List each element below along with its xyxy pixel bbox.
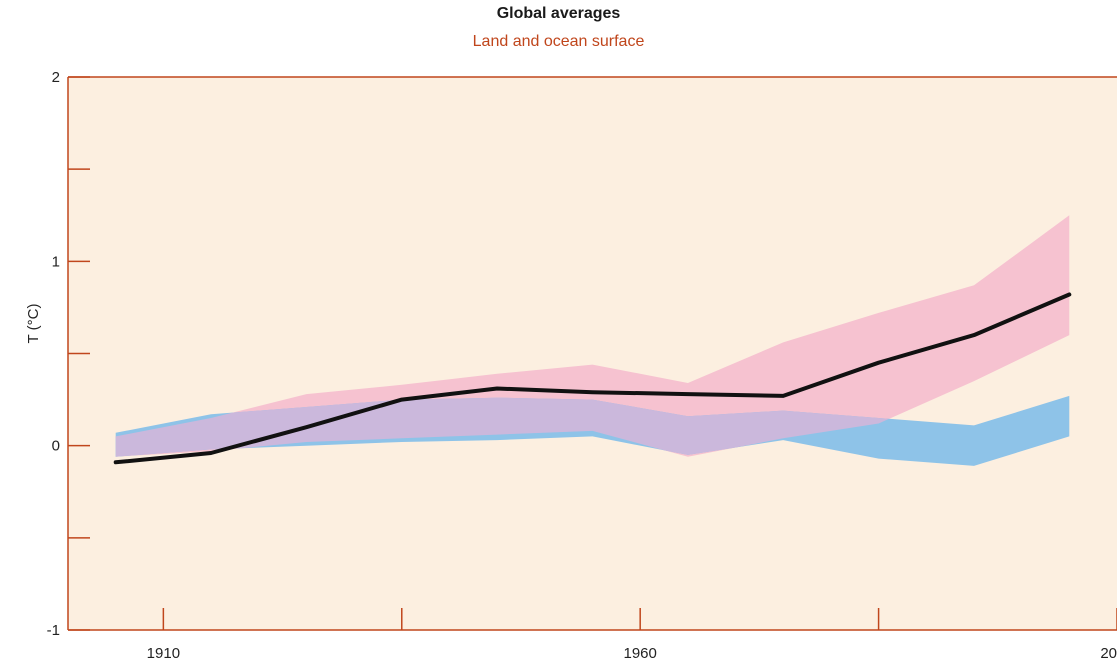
observed-line: [113, 292, 1072, 465]
y-axis-label: T (°C): [25, 304, 42, 344]
y-tick-label: 1: [52, 253, 60, 270]
x-tick-label: 1910: [147, 645, 180, 662]
y-tick-label: -1: [47, 622, 60, 639]
all-forcings-band: [115, 215, 1070, 457]
chart-subtitle: Land and ocean surface: [472, 33, 645, 50]
y-tick-label: 0: [52, 438, 60, 455]
y-tick-label: 2: [52, 69, 60, 86]
chart-title: Global averages: [496, 5, 621, 22]
x-tick-label: 1960: [623, 645, 656, 662]
x-tick-label: 2010: [1100, 645, 1117, 662]
